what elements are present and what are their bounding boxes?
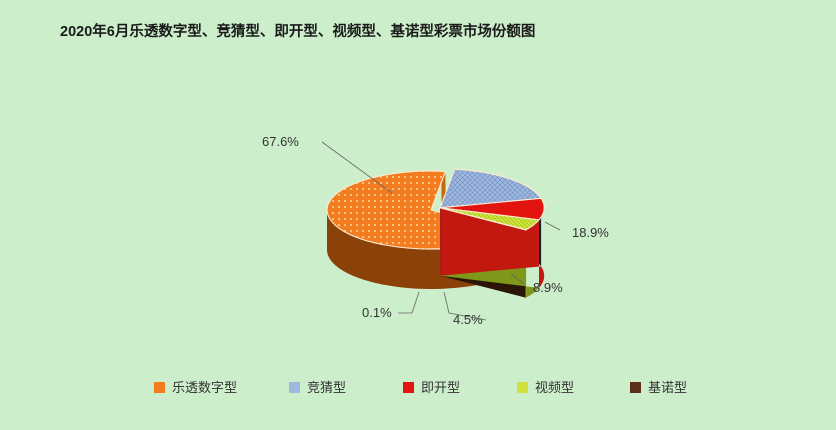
- svg-text:视频型: 视频型: [535, 380, 574, 395]
- svg-text:18.9%: 18.9%: [572, 225, 609, 240]
- svg-text:0.1%: 0.1%: [362, 305, 392, 320]
- svg-text:4.5%: 4.5%: [453, 312, 483, 327]
- svg-text:67.6%: 67.6%: [262, 134, 299, 149]
- svg-text:乐透数字型: 乐透数字型: [172, 380, 237, 395]
- svg-text:即开型: 即开型: [421, 380, 460, 395]
- svg-text:基诺型: 基诺型: [648, 380, 687, 395]
- svg-text:竞猜型: 竞猜型: [307, 380, 346, 395]
- svg-text:8.9%: 8.9%: [533, 280, 563, 295]
